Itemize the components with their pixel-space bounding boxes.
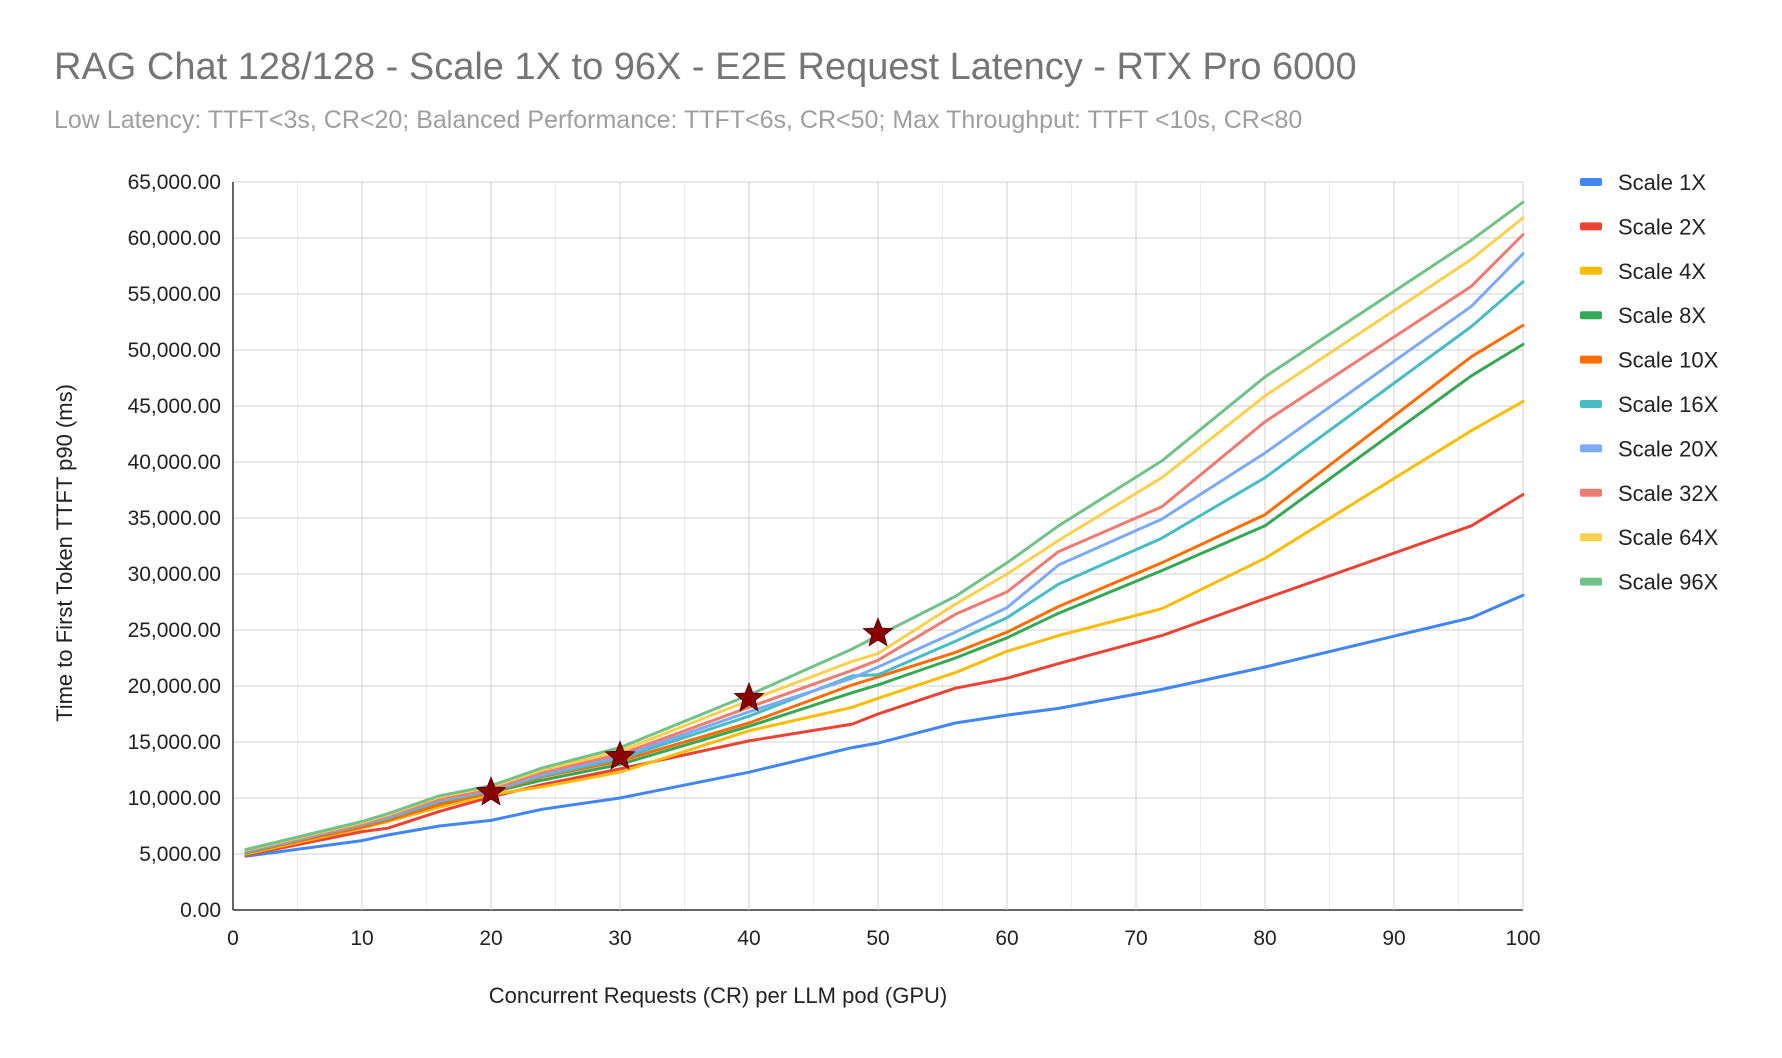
x-tick-label: 0 (227, 927, 239, 950)
y-tick-label: 15,000.00 (128, 731, 221, 754)
y-tick-label: 35,000.00 (128, 507, 221, 530)
y-tick-label: 60,000.00 (128, 227, 221, 250)
x-tick-label: 20 (479, 927, 502, 950)
x-axis-ticks: 0 10 20 30 40 50 60 70 80 90 100 (227, 927, 1540, 950)
star-marker (475, 776, 507, 806)
x-tick-label: 70 (1124, 927, 1147, 950)
y-axis-ticks: 0.00 5,000.00 10,000.00 15,000.00 20,000.00 2… (128, 171, 221, 922)
x-axis-label: Concurrent Requests (CR) per LLM pod (GP… (489, 983, 948, 1008)
star-marker (733, 681, 765, 712)
legend-swatch (1580, 488, 1602, 497)
y-tick-label: 55,000.00 (128, 283, 221, 306)
series-line-scale-64x (244, 216, 1525, 852)
legend-label: Scale 2X (1618, 214, 1706, 239)
x-tick-label: 40 (737, 927, 760, 950)
legend-label: Scale 64X (1618, 525, 1719, 550)
y-tick-label: 50,000.00 (128, 339, 221, 362)
x-tick-label: 60 (995, 927, 1018, 950)
legend-swatch (1580, 178, 1602, 186)
legend-label: Scale 16X (1618, 392, 1719, 417)
y-tick-label: 65,000.00 (128, 171, 221, 194)
series-line-scale-32x (244, 233, 1525, 853)
x-tick-label: 10 (350, 927, 373, 950)
legend-label: Scale 32X (1618, 481, 1719, 506)
x-tick-label: 30 (608, 927, 631, 950)
x-tick-label: 80 (1253, 927, 1276, 950)
series-line-scale-10x (244, 323, 1525, 854)
major-gridlines (232, 181, 1524, 911)
y-tick-label: 20,000.00 (128, 675, 221, 698)
marker-stars (475, 617, 894, 806)
x-tick-label: 100 (1505, 927, 1540, 950)
legend-swatch (1580, 222, 1602, 231)
chart-subtitle: Low Latency: TTFT<3s, CR<20; Balanced Pe… (54, 106, 1303, 134)
y-tick-label: 45,000.00 (128, 395, 221, 418)
legend-swatch (1580, 533, 1602, 542)
y-tick-label: 25,000.00 (128, 619, 221, 642)
chart-title: RAG Chat 128/128 - Scale 1X to 96X - E2E… (54, 46, 1357, 88)
legend-label: Scale 8X (1618, 303, 1706, 328)
series-line-scale-96x (244, 200, 1525, 851)
star-marker (604, 740, 636, 770)
y-tick-label: 40,000.00 (128, 451, 221, 474)
series-line-scale-8x (244, 342, 1525, 855)
series-lines (244, 200, 1525, 858)
legend-label: Scale 20X (1618, 436, 1719, 461)
legend-swatch (1580, 266, 1602, 275)
legend-swatch (1580, 311, 1602, 320)
legend: Scale 1X Scale 2X Scale 4X Scale 8X Scale 10… (1580, 170, 1719, 595)
series-line-scale-1x (244, 593, 1525, 858)
legend-swatch (1580, 444, 1602, 453)
y-axis-label: Time to First Token TTFT p90 (ms) (52, 384, 77, 722)
legend-swatch (1580, 577, 1602, 586)
legend-label: Scale 1X (1618, 170, 1706, 195)
y-tick-label: 0.00 (180, 899, 221, 922)
y-tick-label: 10,000.00 (128, 787, 221, 810)
x-tick-label: 90 (1382, 927, 1405, 950)
legend-label: Scale 4X (1618, 259, 1706, 284)
series-line-scale-4x (244, 400, 1525, 856)
legend-label: Scale 96X (1618, 570, 1719, 595)
y-tick-label: 5,000.00 (139, 843, 221, 866)
x-tick-label: 50 (866, 927, 889, 950)
star-marker (862, 617, 894, 647)
series-line-scale-16x (244, 280, 1525, 854)
legend-swatch (1580, 400, 1602, 408)
y-tick-label: 30,000.00 (128, 563, 221, 586)
legend-swatch (1580, 355, 1602, 364)
legend-label: Scale 10X (1618, 348, 1719, 373)
series-line-scale-2x (244, 493, 1525, 857)
series-line-scale-20x (244, 252, 1525, 853)
